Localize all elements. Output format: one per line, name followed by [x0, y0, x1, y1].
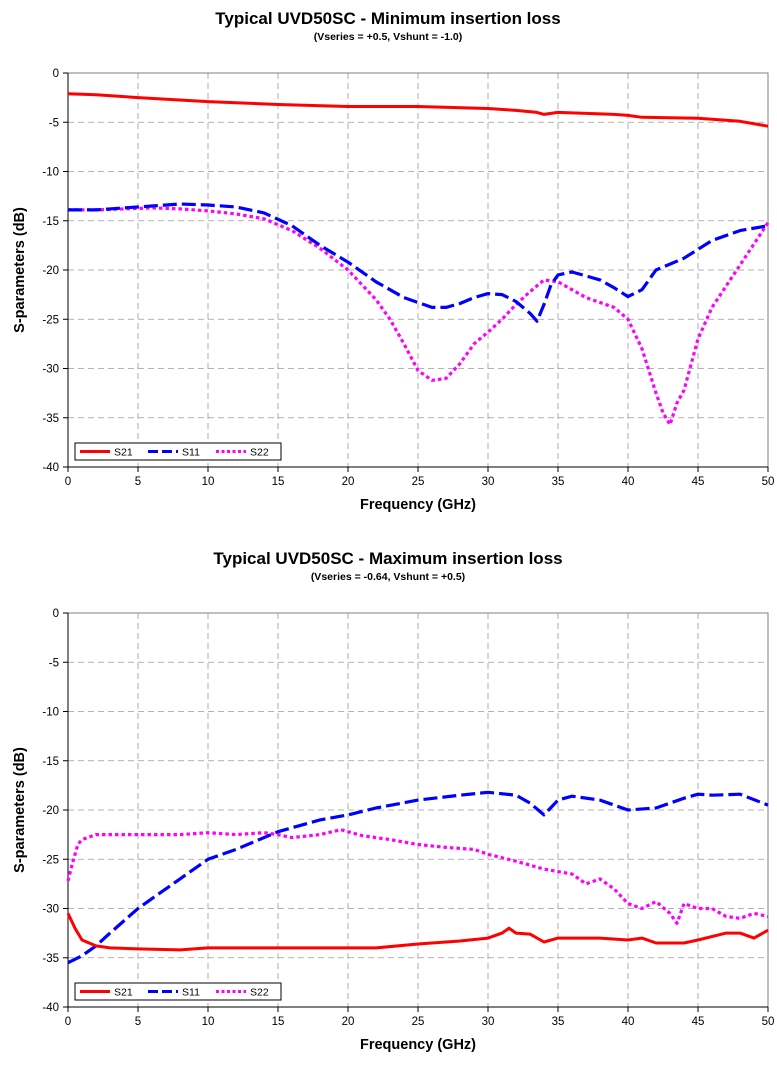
chart-svg: Typical UVD50SC - Minimum insertion loss…: [12, 9, 775, 513]
y-tick-label: -5: [49, 117, 59, 129]
x-tick-label: 10: [202, 476, 215, 488]
y-tick-label: 0: [53, 608, 59, 620]
legend: S21 S11 S22: [74, 982, 282, 1001]
x-tick-label: 0: [65, 1016, 71, 1028]
y-tick-label: -15: [42, 216, 59, 228]
y-tick-label: -30: [42, 904, 59, 916]
legend-label-s11: S11: [182, 447, 200, 459]
chart-subtitle: (Vseries = -0.64, Vshunt = +0.5): [311, 571, 465, 583]
chart-minimum-insertion-loss: Typical UVD50SC - Minimum insertion loss…: [12, 9, 775, 513]
x-tick-label: 10: [202, 1016, 215, 1028]
y-axis-label: S-parameters (dB): [12, 207, 28, 333]
x-tick-label: 15: [272, 476, 285, 488]
x-axis-label: Frequency (GHz): [360, 1037, 476, 1053]
x-tick-label: 15: [272, 1016, 285, 1028]
grid: [68, 613, 768, 1007]
y-tick-label: 0: [53, 68, 59, 80]
y-tick-label: -35: [42, 953, 59, 965]
series-line-s21: [66, 912, 769, 952]
x-tick-label: 40: [622, 1016, 635, 1028]
chart-subtitle: (Vseries = +0.5, Vshunt = -1.0): [314, 31, 463, 43]
x-tick-label: 40: [622, 476, 635, 488]
chart-title: Typical UVD50SC - Maximum insertion loss: [213, 549, 562, 568]
y-tick-label: -20: [42, 805, 59, 817]
x-tick-label: 0: [65, 476, 71, 488]
x-axis-label: Frequency (GHz): [360, 497, 476, 513]
y-tick-label: -10: [42, 707, 59, 719]
x-tick-label: 5: [135, 476, 141, 488]
grid: [68, 73, 768, 467]
y-tick-label: -30: [42, 364, 59, 376]
x-tick-label: 35: [552, 476, 565, 488]
legend-label-s21: S21: [114, 987, 133, 999]
y-axis-label: S-parameters (dB): [12, 747, 28, 873]
y-tick-label: -15: [42, 756, 59, 768]
series-line-s22: [66, 828, 769, 925]
legend-label-s21: S21: [114, 447, 133, 459]
y-tick-label: -25: [42, 854, 59, 866]
x-tick-label: 20: [342, 1016, 355, 1028]
legend-label-s22: S22: [250, 987, 269, 999]
x-tick-label: 30: [482, 476, 495, 488]
x-tick-label: 50: [762, 1016, 775, 1028]
x-tick-label: 5: [135, 1016, 141, 1028]
y-tick-label: -20: [42, 265, 59, 277]
x-tick-label: 35: [552, 1016, 565, 1028]
y-tick-label: -25: [42, 314, 59, 326]
y-tick-label: -10: [42, 167, 59, 179]
chart-svg: Typical UVD50SC - Maximum insertion loss…: [12, 549, 775, 1053]
y-tick-label: -40: [42, 462, 59, 474]
legend-label-s22: S22: [250, 447, 269, 459]
legend: S21 S11 S22: [74, 442, 282, 461]
legend-label-s11: S11: [182, 987, 200, 999]
series-line-s11: [67, 790, 769, 965]
x-tick-label: 25: [412, 476, 425, 488]
x-tick-label: 45: [692, 476, 705, 488]
x-tick-label: 50: [762, 476, 775, 488]
series-line-s11: [68, 202, 769, 323]
chart-title: Typical UVD50SC - Minimum insertion loss: [215, 9, 560, 28]
x-tick-label: 45: [692, 1016, 705, 1028]
series-line-s22: [68, 206, 770, 427]
chart-maximum-insertion-loss: Typical UVD50SC - Maximum insertion loss…: [0, 540, 777, 1080]
y-tick-label: -5: [49, 657, 59, 669]
y-tick-label: -35: [42, 413, 59, 425]
series-line-s21: [67, 92, 769, 128]
x-tick-label: 20: [342, 476, 355, 488]
x-tick-label: 25: [412, 1016, 425, 1028]
y-tick-label: -40: [42, 1002, 59, 1014]
x-tick-label: 30: [482, 1016, 495, 1028]
